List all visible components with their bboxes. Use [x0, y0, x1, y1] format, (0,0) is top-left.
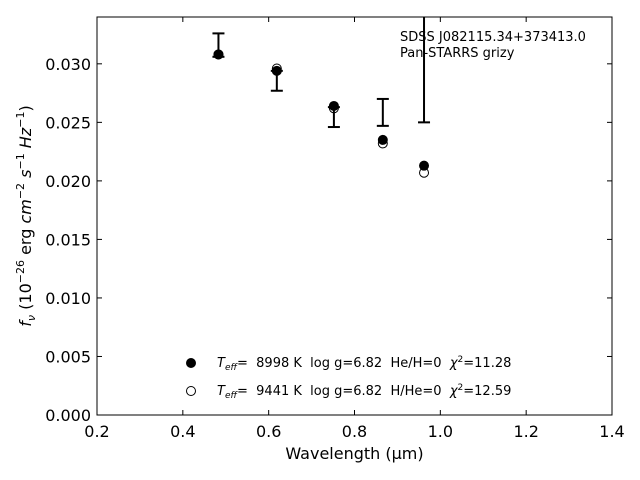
model-point-filled: [377, 134, 388, 145]
legend-label-model-2: Teff= 9441 K log g=6.82 H/He=0 χ2=12.59: [217, 383, 511, 401]
axis-ticks: 0.2 0.4 0.6 0.8 1.0 1.2 1.4 0.000 0.005 0.010 0.01…: [45, 17, 625, 441]
x-tick-label: 1.4: [599, 422, 624, 441]
x-tick-label: 0.4: [170, 422, 195, 441]
legend-marker-filled: [186, 358, 196, 368]
model-point-open: [377, 138, 388, 149]
legend-marker-open: [186, 386, 196, 396]
y-tick-label: 0.020: [45, 172, 91, 191]
x-tick-label: 0.8: [342, 422, 367, 441]
model-point-filled: [419, 160, 430, 171]
x-tick-label: 1.2: [513, 422, 538, 441]
legend: Teff= 8998 K log g=6.82 He/H=0 χ2=11.28 …: [186, 355, 511, 401]
model-point-open: [419, 167, 430, 178]
y-tick-label: 0.010: [45, 289, 91, 308]
annotation-survey: Pan-STARRS grizy: [400, 46, 515, 61]
legend-label-model-1: Teff= 8998 K log g=6.82 He/H=0 χ2=11.28: [217, 355, 511, 373]
model-point-open: [271, 63, 282, 74]
x-tick-label: 1.0: [428, 422, 453, 441]
x-tick-label: 0.6: [256, 422, 281, 441]
annotation-object-name: SDSS J082115.34+373413.0: [400, 30, 586, 45]
y-axis-label: fν (10−26 erg cm−2 s−1 Hz−1): [14, 105, 38, 326]
error-bars: [212, 17, 431, 129]
x-tick-label: 0.2: [84, 422, 109, 441]
y-tick-label: 0.030: [45, 55, 91, 74]
x-axis-label: Wavelength (μm): [285, 444, 423, 463]
model-point-filled: [328, 100, 339, 111]
y-tick-label: 0.005: [45, 347, 91, 366]
y-tick-label: 0.015: [45, 230, 91, 249]
y-tick-label: 0.025: [45, 113, 91, 132]
y-tick-label: 0.000: [45, 406, 91, 425]
model-point-open: [328, 103, 339, 114]
model-point-open: [213, 49, 224, 60]
model-point-filled: [271, 65, 282, 76]
data-points: [213, 49, 430, 178]
